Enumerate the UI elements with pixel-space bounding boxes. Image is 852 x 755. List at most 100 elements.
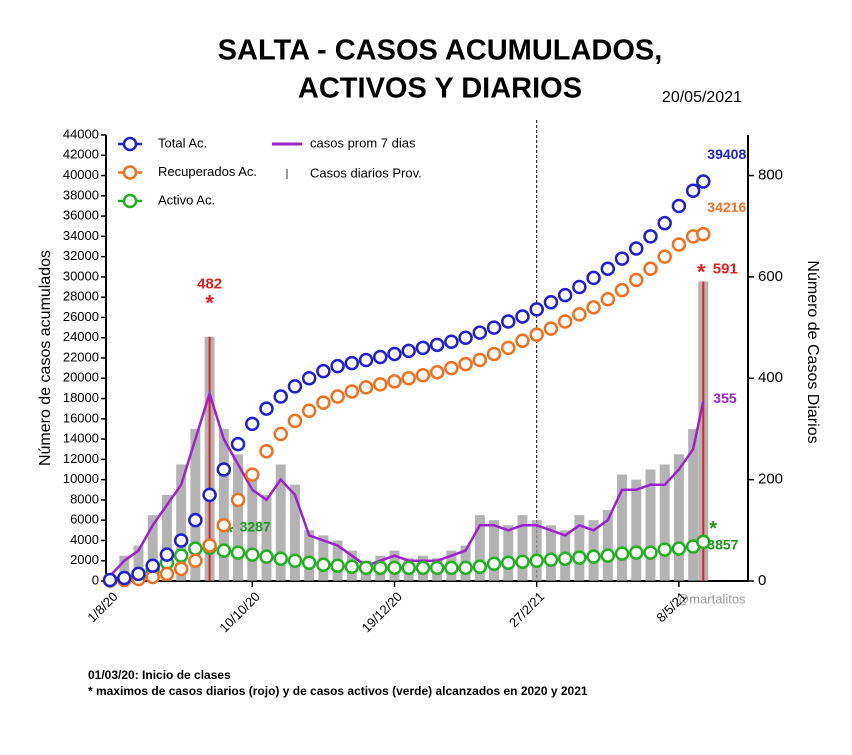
point: [600, 261, 616, 277]
point: [373, 377, 388, 392]
point: [245, 467, 260, 482]
y-tick-label: 20000: [63, 370, 99, 385]
point: [344, 384, 360, 399]
bar: [617, 474, 628, 581]
point: [145, 558, 160, 574]
y-tick-label: 28000: [63, 289, 99, 304]
y-tick-label: 4000: [70, 532, 99, 547]
point: [572, 550, 587, 565]
y-tick-label: 26000: [63, 309, 99, 324]
point: [643, 545, 658, 560]
point: [501, 314, 516, 329]
y-tick-label: 12000: [63, 451, 99, 466]
max-marker: *: [226, 522, 234, 544]
point: [429, 364, 445, 380]
bar: [631, 479, 642, 581]
y-tick-label: 10000: [63, 471, 99, 486]
point: [216, 543, 232, 558]
point: [173, 533, 189, 548]
point: [657, 249, 672, 264]
bar: [247, 479, 258, 581]
point: [287, 553, 303, 568]
point: [643, 261, 658, 277]
point: [557, 287, 573, 303]
max-label: 482: [197, 276, 222, 293]
point: [515, 309, 530, 324]
point: [273, 426, 288, 442]
date-label: 20/05/2021: [662, 89, 742, 106]
point: [458, 356, 473, 372]
max-label: 3287: [240, 518, 271, 534]
point: [245, 416, 260, 432]
point: [572, 279, 587, 295]
point: [117, 570, 132, 586]
point: [600, 548, 616, 563]
point: [572, 307, 587, 322]
point: [401, 371, 416, 386]
bar: [531, 520, 542, 581]
point: [202, 487, 217, 503]
point: [501, 555, 516, 571]
point: [614, 282, 630, 298]
point: [387, 560, 402, 576]
point: [429, 337, 445, 353]
point: [415, 560, 431, 576]
point: [401, 560, 416, 576]
end-label: 3857: [707, 537, 738, 553]
y-tick-label: 18000: [63, 390, 99, 405]
bar: [289, 484, 300, 581]
end-label: 355: [713, 390, 737, 406]
point: [316, 395, 331, 410]
legend-bg: [116, 135, 272, 153]
point: [486, 556, 502, 572]
y-tick-label: 36000: [63, 208, 99, 223]
point: [557, 314, 573, 329]
point: [586, 300, 601, 315]
point: [401, 343, 416, 359]
y-tick-label: 42000: [63, 147, 99, 162]
point: [557, 551, 573, 566]
point: [529, 302, 544, 317]
point: [529, 553, 544, 568]
bar: [190, 428, 201, 581]
max-label: 591: [713, 260, 738, 277]
bar: [233, 454, 244, 581]
chart-title: ACTIVOS Y DIARIOS: [298, 73, 582, 105]
point: [358, 560, 374, 576]
point: [173, 548, 189, 563]
point: [344, 559, 360, 575]
point: [458, 330, 473, 345]
point: [159, 547, 175, 562]
bar: [119, 555, 130, 581]
point: [696, 534, 711, 550]
point: [629, 545, 644, 560]
point: [216, 462, 232, 477]
legend-swatch: [122, 193, 138, 209]
point: [515, 333, 530, 349]
point: [444, 560, 459, 576]
y-axis-title: Número de casos acumulados: [37, 250, 54, 466]
point: [486, 346, 502, 362]
point: [358, 380, 374, 395]
legend-swatch: [122, 165, 138, 180]
point: [614, 546, 630, 561]
point: [373, 349, 388, 365]
footnote: * maximos de casos diarios (rojo) y de c…: [88, 684, 588, 698]
point: [629, 241, 644, 256]
chart-title: SALTA - CASOS ACUMULADOS,: [218, 35, 663, 67]
y2-tick-label: 400: [758, 369, 783, 386]
point: [600, 291, 616, 307]
point: [671, 541, 687, 556]
point: [657, 542, 672, 557]
point: [696, 226, 711, 242]
point: [501, 340, 516, 356]
point: [273, 389, 288, 404]
y-tick-label: 8000: [70, 491, 99, 506]
y2-tick-label: 600: [758, 268, 783, 285]
point: [358, 352, 374, 368]
bar: [673, 454, 684, 581]
legend-bg: [116, 192, 272, 210]
legend-label: Casos diarios Prov.: [310, 165, 422, 180]
